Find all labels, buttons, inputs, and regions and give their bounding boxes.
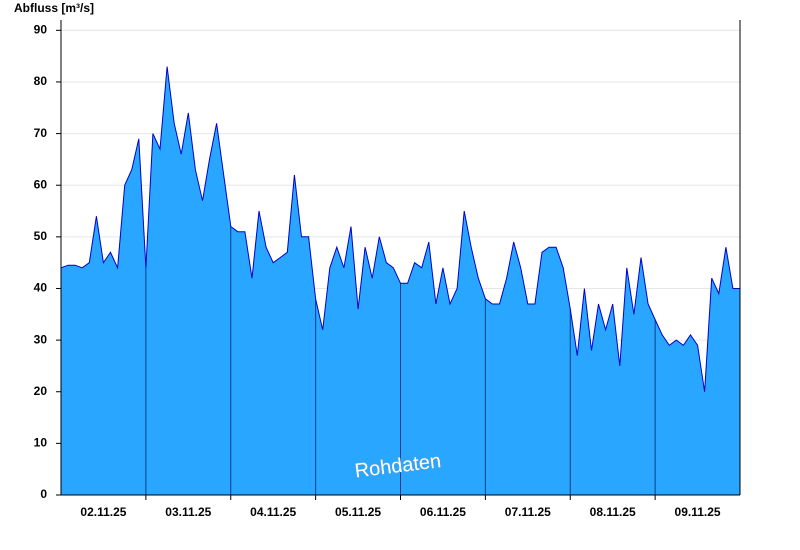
y-tick-label: 40 [34,281,48,295]
x-tick-label: 09.11.25 [675,505,721,519]
y-tick-label: 50 [34,229,48,243]
y-tick-label: 10 [34,436,48,450]
y-tick-label: 70 [34,126,48,140]
y-tick-label: 0 [40,487,47,501]
y-tick-label: 80 [34,74,48,88]
x-tick-label: 06.11.25 [420,505,466,519]
y-axis-label: Abfluss [m³/s] [14,1,94,15]
y-tick-label: 90 [34,22,48,36]
line [60,66,740,392]
y-tick-label: 20 [34,384,48,398]
x-tick-label: 05.11.25 [335,505,381,519]
x-tick-label: 04.11.25 [250,505,296,519]
y-tick-label: 60 [34,177,48,191]
y-tick-label: 30 [34,332,48,346]
x-tick-label: 03.11.25 [165,505,211,519]
x-tick-label: 08.11.25 [590,505,636,519]
x-tick-label: 02.11.25 [80,505,126,519]
x-tick-label: 07.11.25 [505,505,551,519]
